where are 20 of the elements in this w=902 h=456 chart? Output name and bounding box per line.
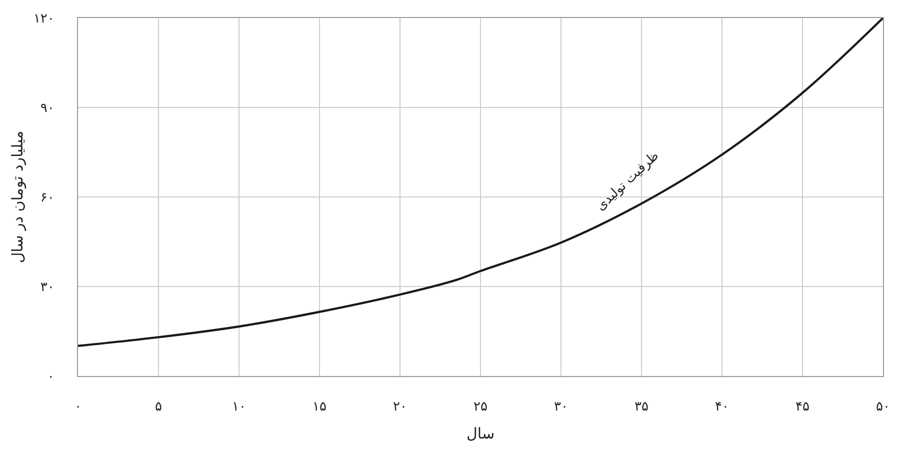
y-tick-label: ۹۰: [40, 101, 54, 116]
x-tick-label: ۱۰: [232, 400, 246, 415]
x-tick-label: ۲۰: [393, 400, 407, 415]
y-tick-label: ۱۲۰: [33, 12, 54, 27]
x-tick-label: ۳۵: [634, 400, 648, 415]
y-tick-label: ۳۰: [40, 280, 54, 296]
y-tick-label: ۶۰: [40, 190, 54, 206]
text: ظرفیت تولیدی: [593, 148, 662, 214]
x-tick-label: ۰: [74, 400, 82, 415]
x-axis-title: سال: [466, 424, 495, 443]
x-tick-label: ۲۵: [474, 400, 488, 415]
x-tick-label: ۵۰: [876, 400, 890, 415]
x-tick-label: ۴۵: [796, 400, 810, 415]
x-tick-label: ۴۰: [715, 400, 729, 415]
y-axis-title: میلیارد تومان در سال: [8, 130, 27, 264]
line-series: [78, 18, 883, 347]
x-tick-label: ۵: [155, 400, 162, 415]
x-tick-label: ۳۰: [554, 400, 568, 415]
x-tick-label: ۱۵: [312, 400, 326, 415]
y-tick-label: ۰: [47, 370, 54, 385]
